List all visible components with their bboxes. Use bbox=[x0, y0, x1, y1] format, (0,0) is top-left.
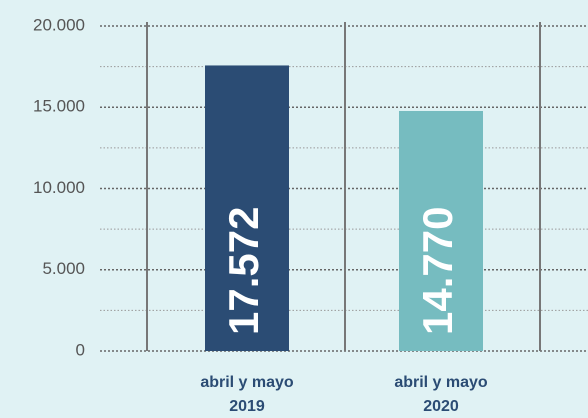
value-label: 17.572 bbox=[220, 207, 267, 335]
y-tick-label: 20.000 bbox=[33, 15, 85, 34]
y-tick-label: 5.000 bbox=[42, 259, 85, 278]
x-tick-label: 2019 bbox=[229, 398, 265, 415]
bar bbox=[399, 110, 483, 351]
x-tick-label: abril y mayo bbox=[200, 374, 294, 391]
bar bbox=[205, 65, 289, 351]
x-tick-label: abril y mayo bbox=[394, 374, 488, 391]
y-tick-label: 15.000 bbox=[33, 97, 85, 116]
y-tick-label: 10.000 bbox=[33, 178, 85, 197]
y-tick-label: 0 bbox=[76, 340, 85, 359]
x-tick-label: 2020 bbox=[423, 398, 459, 415]
value-label: 14.770 bbox=[414, 207, 461, 335]
